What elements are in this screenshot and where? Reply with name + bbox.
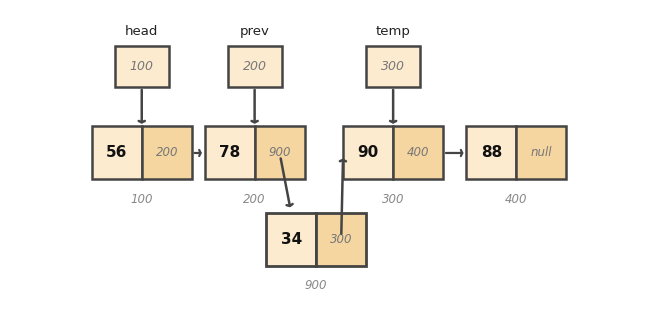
Text: 56: 56	[106, 146, 127, 160]
Bar	[92, 126, 142, 180]
Text: 78: 78	[219, 146, 240, 160]
Text: null: null	[530, 147, 552, 159]
Text: head: head	[125, 25, 158, 38]
Bar	[228, 46, 281, 87]
Text: 300: 300	[382, 193, 404, 206]
Bar	[205, 126, 255, 180]
Text: 90: 90	[357, 146, 379, 160]
Text: temp: temp	[376, 25, 410, 38]
Bar	[266, 213, 316, 266]
Text: 400: 400	[407, 147, 430, 159]
Text: 400: 400	[505, 193, 528, 206]
Text: 900: 900	[268, 147, 291, 159]
Text: 88: 88	[481, 146, 502, 160]
Bar	[516, 126, 566, 180]
Text: 300: 300	[381, 60, 405, 73]
Bar	[142, 126, 192, 180]
Text: 900: 900	[305, 279, 328, 292]
Bar	[316, 213, 366, 266]
Bar	[466, 126, 516, 180]
Text: 200: 200	[156, 147, 178, 159]
Text: prev: prev	[240, 25, 269, 38]
Text: 300: 300	[330, 233, 352, 246]
Text: 100: 100	[130, 60, 154, 73]
Bar	[255, 126, 305, 180]
Text: 200: 200	[244, 193, 266, 206]
Bar	[343, 126, 393, 180]
Bar	[115, 46, 169, 87]
Bar	[366, 46, 420, 87]
Text: 34: 34	[281, 232, 302, 247]
Text: 100: 100	[130, 193, 153, 206]
Text: 200: 200	[242, 60, 267, 73]
Bar	[393, 126, 443, 180]
